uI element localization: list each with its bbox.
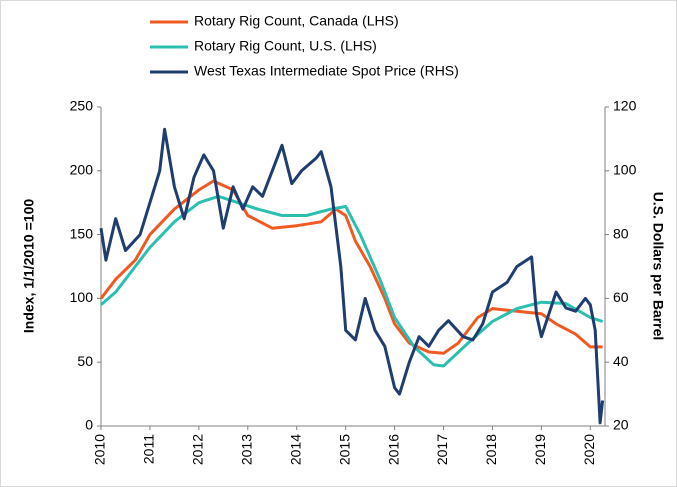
legend-label: Rotary Rig Count, Canada (LHS) bbox=[194, 13, 399, 29]
y-tick-label: 200 bbox=[70, 162, 94, 178]
y2-tick-label: 80 bbox=[613, 225, 629, 241]
y-tick-label: 50 bbox=[77, 353, 93, 369]
series-line bbox=[99, 179, 603, 355]
y-tick-label: 250 bbox=[70, 98, 94, 114]
series-line bbox=[100, 194, 604, 368]
x-tick-label: 2018 bbox=[483, 434, 499, 465]
y-tick-label: 0 bbox=[85, 417, 93, 433]
y-tick-label: 150 bbox=[70, 225, 94, 241]
x-tick-label: 2019 bbox=[532, 434, 548, 465]
y2-tick-label: 60 bbox=[613, 289, 629, 305]
y2-tick-label: 20 bbox=[613, 417, 629, 433]
series-line bbox=[99, 127, 605, 425]
legend-label: Rotary Rig Count, U.S. (LHS) bbox=[194, 38, 377, 54]
x-tick-label: 2012 bbox=[190, 434, 206, 465]
y2-axis-label: U.S. Dollars per Barrel bbox=[650, 192, 666, 341]
y2-tick-label: 40 bbox=[613, 353, 629, 369]
x-tick-label: 2015 bbox=[336, 434, 352, 465]
x-tick-label: 2017 bbox=[434, 434, 450, 465]
x-tick-label: 2020 bbox=[581, 434, 597, 465]
y-tick-label: 100 bbox=[70, 289, 94, 305]
legend-label: West Texas Intermediate Spot Price (RHS) bbox=[194, 63, 459, 79]
x-tick-label: 2014 bbox=[287, 434, 303, 465]
x-tick-label: 2010 bbox=[92, 434, 108, 465]
y-axis-label: Index, 1/1/2010 =100 bbox=[21, 199, 37, 333]
x-tick-label: 2013 bbox=[238, 434, 254, 465]
x-tick-label: 2016 bbox=[385, 434, 401, 465]
y2-tick-label: 120 bbox=[613, 98, 637, 114]
x-tick-label: 2011 bbox=[141, 434, 157, 464]
y2-tick-label: 100 bbox=[613, 162, 637, 178]
